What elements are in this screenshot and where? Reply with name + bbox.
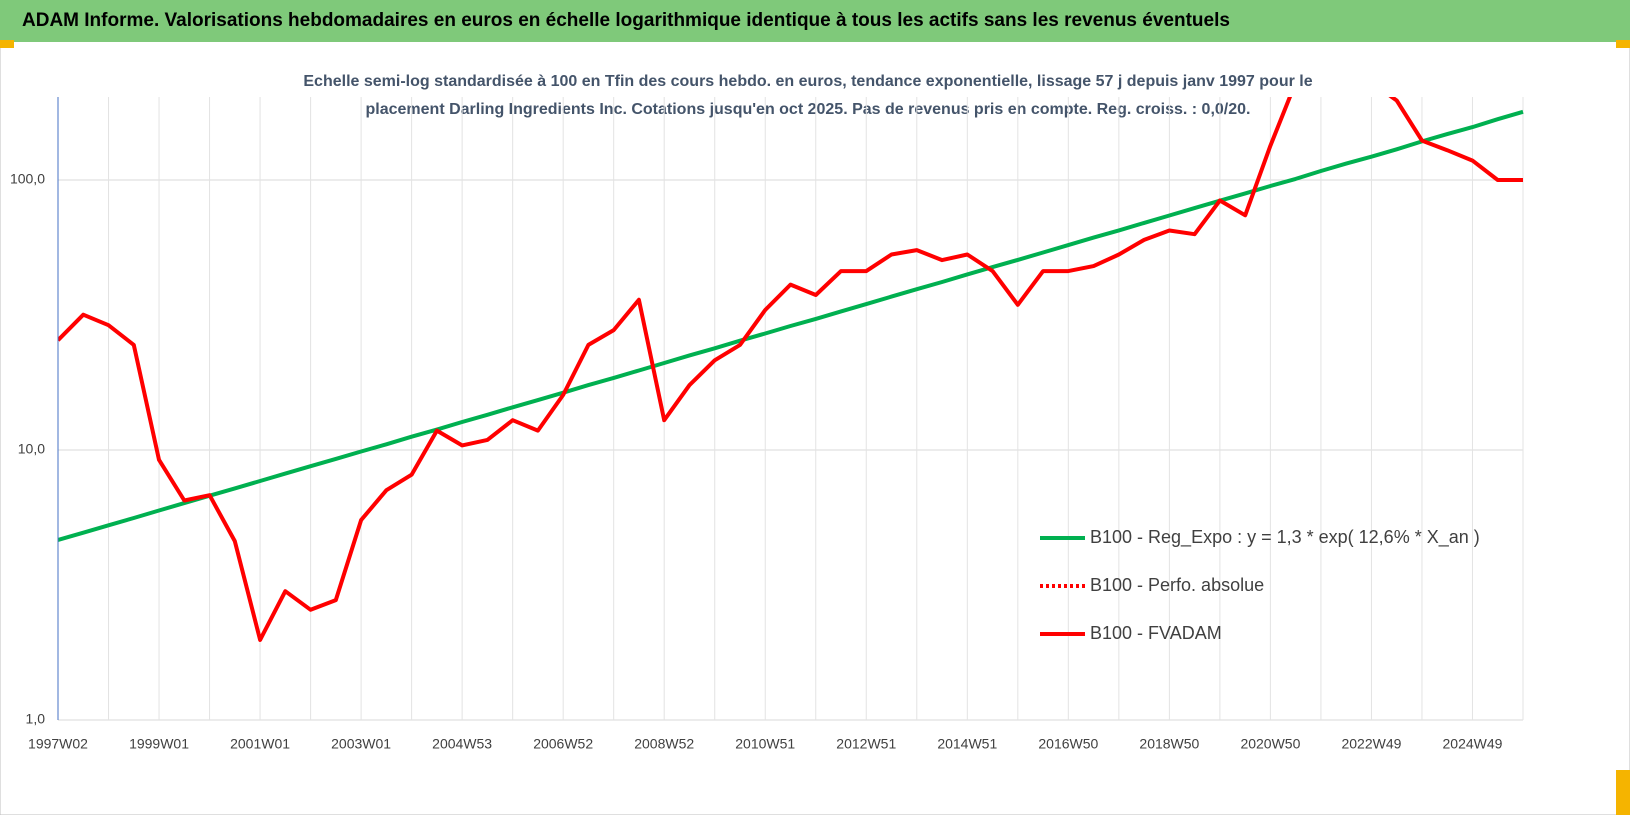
y-tick-label: 10,0 bbox=[18, 441, 45, 457]
x-tick-label: 2004W53 bbox=[432, 736, 492, 752]
x-tick-label: 2014W51 bbox=[937, 736, 997, 752]
subtitle: placement Darling Ingredients Inc. Cotat… bbox=[366, 101, 1251, 118]
legend-label: B100 - FVADAM bbox=[1090, 623, 1222, 643]
corner bbox=[1616, 40, 1630, 48]
x-tick-label: 2010W51 bbox=[735, 736, 795, 752]
x-tick-label: 1999W01 bbox=[129, 736, 189, 752]
x-tick-label: 2008W52 bbox=[634, 736, 694, 752]
y-tick-label: 1,0 bbox=[26, 711, 46, 727]
series-line bbox=[58, 97, 1523, 642]
x-tick-label: 2003W01 bbox=[331, 736, 391, 752]
plot-area bbox=[58, 97, 1524, 642]
x-tick-label: 2018W50 bbox=[1139, 736, 1199, 752]
x-tick-label: 2024W49 bbox=[1443, 736, 1503, 752]
legend-label: B100 - Reg_Expo : y = 1,3 * exp( 12,6% *… bbox=[1090, 527, 1480, 548]
x-tick-label: 2016W50 bbox=[1038, 736, 1098, 752]
corner bbox=[0, 40, 14, 48]
corner bbox=[1616, 770, 1630, 815]
x-tick-label: 2001W01 bbox=[230, 736, 290, 752]
x-tick-label: 2012W51 bbox=[836, 736, 896, 752]
grid bbox=[58, 97, 1524, 721]
x-tick-label: 2006W52 bbox=[533, 736, 593, 752]
x-tick-label: 2022W49 bbox=[1341, 736, 1401, 752]
legend-label: B100 - Perfo. absolue bbox=[1090, 575, 1264, 595]
x-tick-label: 1997W02 bbox=[28, 736, 88, 752]
header-bar bbox=[0, 0, 1630, 42]
x-tick-label: 2020W50 bbox=[1240, 736, 1300, 752]
series-line bbox=[58, 109, 1524, 542]
chart-title: ADAM Informe. Valorisations hebdomadaire… bbox=[22, 10, 1230, 31]
subtitle: Echelle semi-log standardisée à 100 en T… bbox=[303, 73, 1312, 90]
y-tick-label: 100,0 bbox=[10, 171, 45, 187]
